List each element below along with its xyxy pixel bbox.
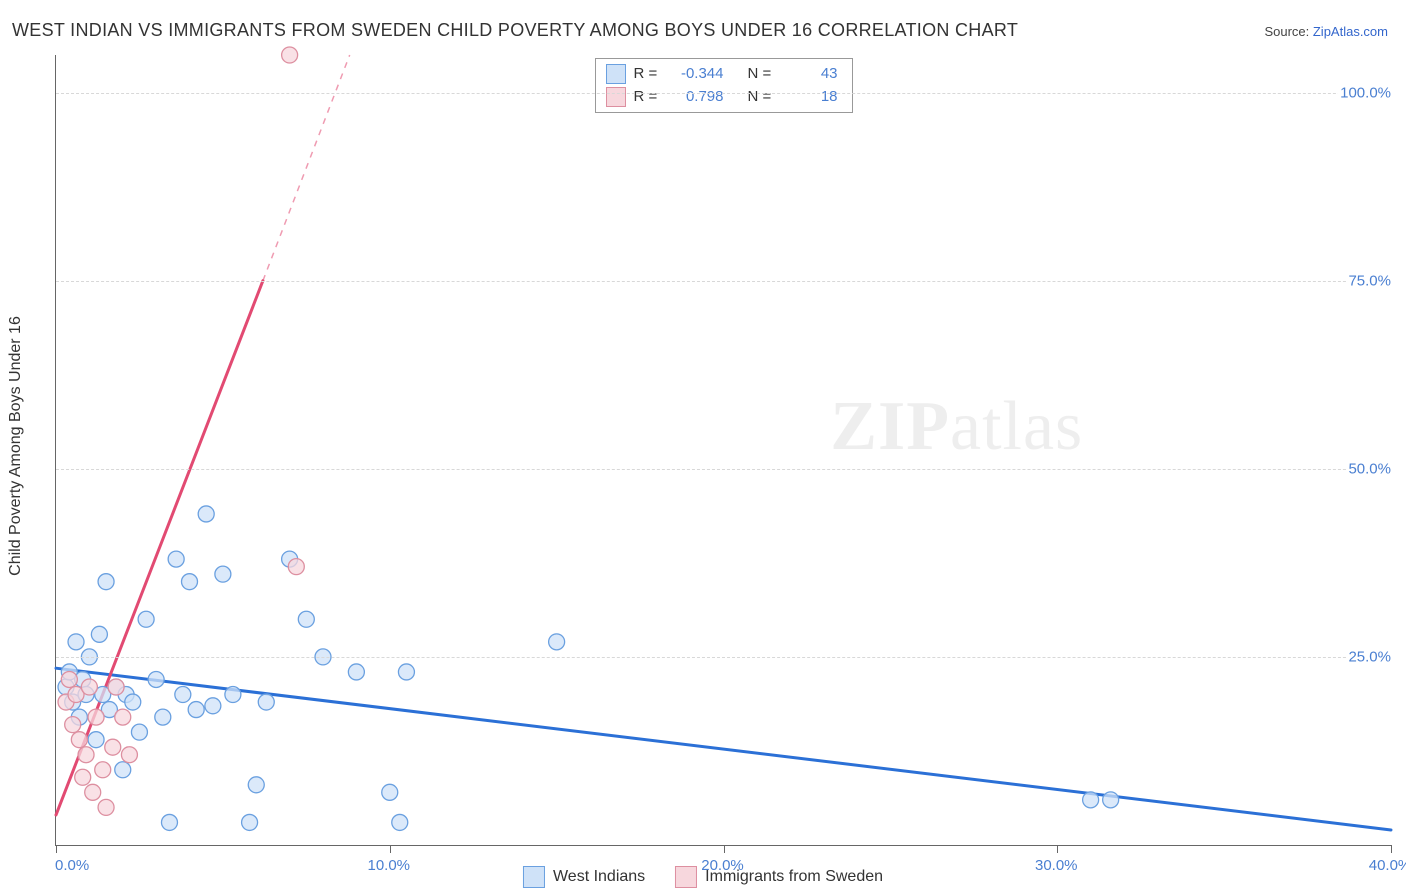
data-point — [258, 694, 274, 710]
grid-line — [56, 469, 1391, 470]
x-tick-label: 0.0% — [55, 857, 89, 874]
regression-line — [56, 281, 263, 815]
data-point — [282, 47, 298, 63]
legend-swatch — [675, 866, 697, 888]
data-point — [61, 671, 77, 687]
data-point — [398, 664, 414, 680]
x-tick — [390, 845, 391, 853]
data-point — [382, 784, 398, 800]
y-tick-label: 25.0% — [1346, 648, 1393, 665]
data-point — [131, 724, 147, 740]
legend-swatch — [606, 64, 626, 84]
data-point — [549, 634, 565, 650]
data-point — [78, 747, 94, 763]
x-tick — [1391, 845, 1392, 853]
data-point — [91, 626, 107, 642]
plot-area: ZIPatlas R =-0.344N =43R =0.798N =18 25.… — [55, 55, 1391, 846]
stat-box: R = -0.344 N = 43 R = 0.798 N = 18 — [595, 58, 853, 113]
data-point — [168, 551, 184, 567]
data-point — [88, 732, 104, 748]
x-tick — [1057, 845, 1058, 853]
data-point — [248, 777, 264, 793]
stat-r-label: R = — [634, 63, 666, 86]
data-point — [125, 694, 141, 710]
x-tick-label: 20.0% — [701, 857, 744, 874]
stat-row: R = -0.344 N = 43 — [606, 63, 838, 86]
data-point — [198, 506, 214, 522]
data-point — [98, 799, 114, 815]
data-point — [1083, 792, 1099, 808]
x-tick — [724, 845, 725, 853]
data-point — [205, 698, 221, 714]
chart-svg — [56, 55, 1391, 845]
data-point — [65, 717, 81, 733]
data-point — [105, 739, 121, 755]
data-point — [1103, 792, 1119, 808]
y-tick-label: 50.0% — [1346, 460, 1393, 477]
grid-line — [56, 281, 1391, 282]
legend-label: West Indians — [553, 868, 645, 886]
source-prefix: Source: — [1264, 24, 1312, 39]
data-point — [161, 814, 177, 830]
data-point — [95, 762, 111, 778]
stat-r-label: R = — [634, 86, 666, 109]
data-point — [225, 687, 241, 703]
data-point — [175, 687, 191, 703]
data-point — [71, 732, 87, 748]
data-point — [115, 762, 131, 778]
data-point — [242, 814, 258, 830]
data-point — [121, 747, 137, 763]
legend-swatch — [523, 866, 545, 888]
grid-line — [56, 657, 1391, 658]
regression-line-dashed — [263, 55, 350, 281]
legend-item: West Indians — [523, 866, 645, 888]
data-point — [108, 679, 124, 695]
data-point — [298, 611, 314, 627]
data-point — [68, 634, 84, 650]
data-point — [98, 574, 114, 590]
data-point — [215, 566, 231, 582]
data-point — [75, 769, 91, 785]
data-point — [392, 814, 408, 830]
x-tick-label: 10.0% — [367, 857, 410, 874]
x-tick — [56, 845, 57, 853]
y-tick-label: 75.0% — [1346, 272, 1393, 289]
source-attribution: Source: ZipAtlas.com — [1264, 24, 1388, 39]
data-point — [115, 709, 131, 725]
source-link[interactable]: ZipAtlas.com — [1313, 24, 1388, 39]
y-axis-label: Child Poverty Among Boys Under 16 — [7, 316, 25, 576]
grid-line — [56, 93, 1391, 94]
stat-n-label: N = — [748, 86, 780, 109]
data-point — [85, 784, 101, 800]
data-point — [138, 611, 154, 627]
stat-n-value: 18 — [788, 86, 838, 109]
data-point — [81, 679, 97, 695]
chart-title: WEST INDIAN VS IMMIGRANTS FROM SWEDEN CH… — [12, 20, 1018, 41]
stat-n-label: N = — [748, 63, 780, 86]
data-point — [182, 574, 198, 590]
legend-swatch — [606, 87, 626, 107]
x-tick-label: 30.0% — [1035, 857, 1078, 874]
x-tick-label: 40.0% — [1369, 857, 1406, 874]
data-point — [155, 709, 171, 725]
stat-r-value: -0.344 — [674, 63, 724, 86]
data-point — [148, 671, 164, 687]
y-tick-label: 100.0% — [1338, 84, 1393, 101]
data-point — [348, 664, 364, 680]
data-point — [88, 709, 104, 725]
stat-r-value: 0.798 — [674, 86, 724, 109]
data-point — [188, 702, 204, 718]
stat-n-value: 43 — [788, 63, 838, 86]
data-point — [288, 559, 304, 575]
stat-row: R = 0.798 N = 18 — [606, 86, 838, 109]
regression-line — [56, 668, 1391, 830]
